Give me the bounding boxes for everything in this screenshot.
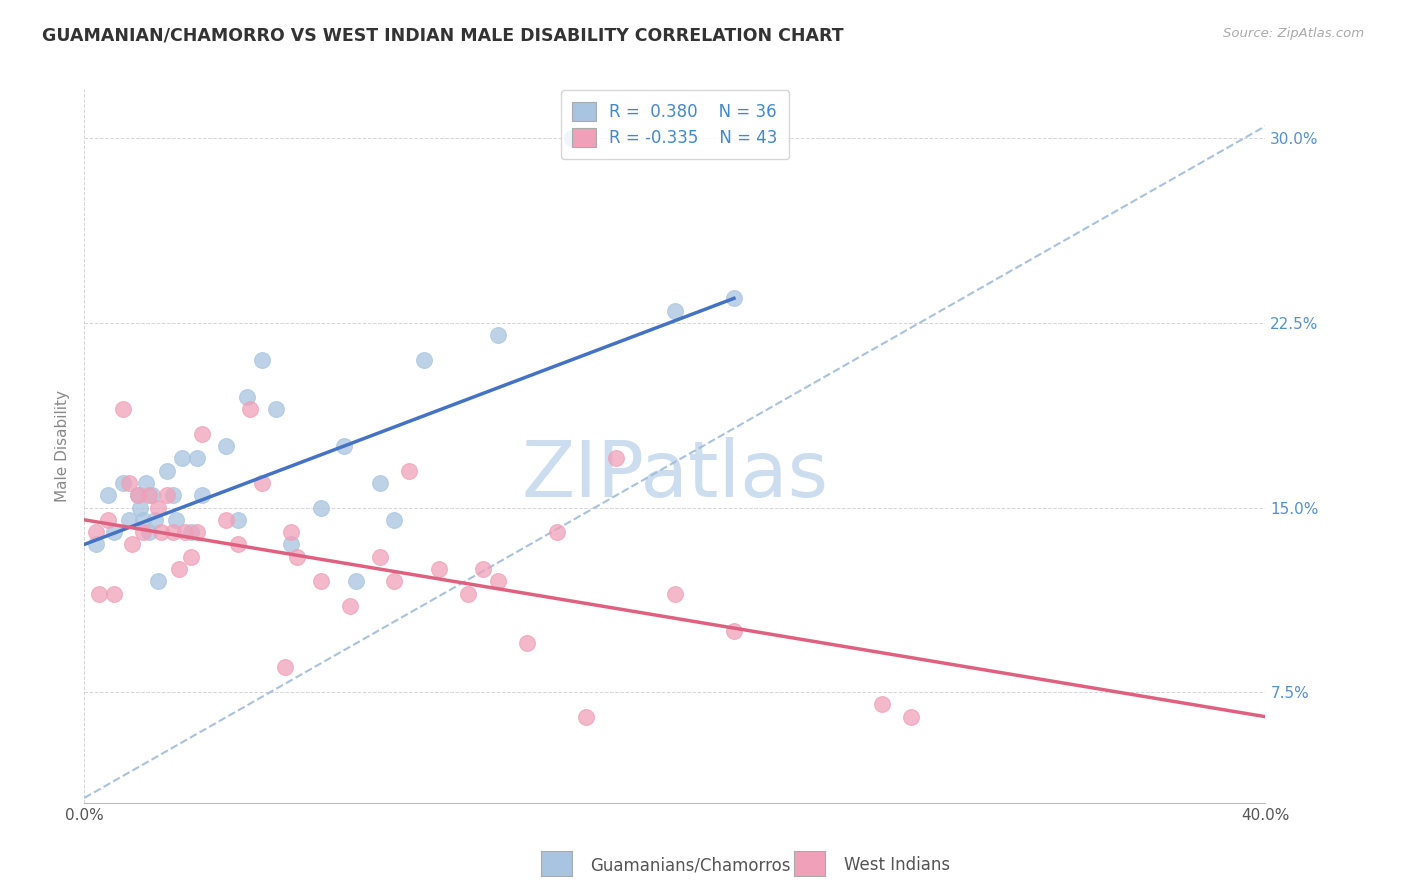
Point	[150, 525, 173, 540]
Text: GUAMANIAN/CHAMORRO VS WEST INDIAN MALE DISABILITY CORRELATION CHART: GUAMANIAN/CHAMORRO VS WEST INDIAN MALE D…	[42, 27, 844, 45]
Point	[333, 439, 356, 453]
Point	[97, 488, 120, 502]
Point	[103, 525, 125, 540]
Point	[605, 451, 627, 466]
Point	[103, 587, 125, 601]
Point	[285, 549, 308, 564]
Point	[382, 574, 406, 589]
Point	[111, 475, 134, 490]
Point	[368, 549, 391, 564]
Point	[344, 574, 367, 589]
Point	[280, 525, 302, 540]
Point	[457, 587, 479, 601]
Point	[664, 303, 686, 318]
Point	[118, 513, 141, 527]
Point	[141, 488, 163, 502]
Point	[143, 513, 166, 527]
Point	[280, 537, 302, 551]
Point	[472, 562, 495, 576]
Point	[546, 525, 568, 540]
Point	[427, 562, 450, 576]
Point	[398, 464, 420, 478]
Point	[191, 488, 214, 502]
Point	[215, 439, 238, 453]
Point	[132, 525, 155, 540]
Point	[186, 525, 208, 540]
Point	[226, 537, 249, 551]
Point	[382, 513, 406, 527]
Y-axis label: Male Disability: Male Disability	[55, 390, 70, 502]
Point	[368, 475, 391, 490]
Point	[127, 488, 149, 502]
Point	[167, 562, 190, 576]
Point	[309, 574, 332, 589]
Point	[84, 537, 107, 551]
Text: West Indians: West Indians	[844, 856, 949, 874]
Point	[97, 513, 120, 527]
Point	[560, 131, 583, 145]
Text: ZIPatlas: ZIPatlas	[522, 436, 828, 513]
Point	[138, 488, 160, 502]
Point	[180, 549, 202, 564]
Point	[575, 709, 598, 723]
Point	[127, 488, 149, 502]
Point	[121, 537, 143, 551]
Point	[162, 488, 184, 502]
Point	[135, 475, 157, 490]
Point	[235, 390, 259, 404]
Point	[413, 352, 436, 367]
Point	[87, 587, 111, 601]
Point	[274, 660, 297, 674]
Point	[264, 402, 288, 417]
Point	[723, 291, 745, 305]
Point	[156, 464, 179, 478]
Point	[900, 709, 922, 723]
Point	[339, 599, 361, 613]
Point	[156, 488, 179, 502]
Point	[250, 352, 273, 367]
Point	[186, 451, 208, 466]
Point	[118, 475, 141, 490]
Point	[173, 525, 195, 540]
Point	[84, 525, 107, 540]
Point	[215, 513, 238, 527]
Point	[180, 525, 202, 540]
Point	[132, 513, 155, 527]
Text: Source: ZipAtlas.com: Source: ZipAtlas.com	[1223, 27, 1364, 40]
Point	[129, 500, 152, 515]
Point	[170, 451, 193, 466]
Point	[138, 525, 160, 540]
Legend: R =  0.380    N = 36, R = -0.335    N = 43: R = 0.380 N = 36, R = -0.335 N = 43	[561, 90, 789, 159]
Point	[165, 513, 187, 527]
Point	[162, 525, 184, 540]
Point	[148, 500, 170, 515]
Point	[664, 587, 686, 601]
Point	[723, 624, 745, 638]
Point	[239, 402, 262, 417]
Point	[486, 574, 509, 589]
Point	[148, 574, 170, 589]
Point	[309, 500, 332, 515]
Point	[111, 402, 134, 417]
Point	[486, 328, 509, 343]
Point	[250, 475, 273, 490]
Point	[516, 636, 538, 650]
Text: Guamanians/Chamorros: Guamanians/Chamorros	[591, 856, 792, 874]
Point	[870, 698, 893, 712]
Point	[191, 426, 214, 441]
Point	[226, 513, 249, 527]
